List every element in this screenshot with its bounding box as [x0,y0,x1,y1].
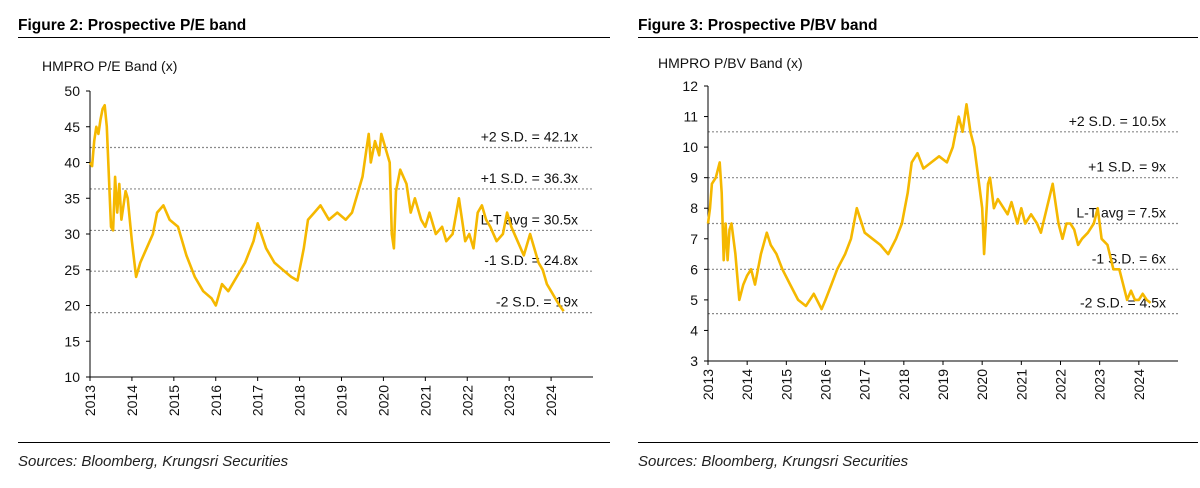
figure-3-panel: Figure 3: Prospective P/BV band HMPRO P/… [638,0,1198,488]
x-tick-label: 2015 [166,385,182,416]
y-tick-label: 15 [64,333,80,349]
series-line [706,103,1152,311]
pbv-band-chart: HMPRO P/BV Band (x) +2 S.D. = 10.5x +1 S.D… [658,55,1178,400]
figure-3-title: Figure 3: Prospective P/BV band [638,17,878,34]
x-tick-label: 2021 [417,385,433,416]
chart-label: HMPRO P/BV Band (x) [658,55,803,71]
band-label: L-T avg = 30.5x [481,211,578,227]
figure-2-panel: Figure 2: Prospective P/E band HMPRO P/E… [18,0,610,488]
x-tick-label: 2024 [543,385,559,416]
x-tick-label: 2014 [739,369,755,400]
band-label: -1 S.D. = 24.8x [484,252,578,268]
x-tick-label: 2014 [124,385,140,416]
band-label: -2 S.D. = 19x [496,294,578,310]
x-tick-label: 2016 [818,369,834,400]
figure-3-source: Sources: Bloomberg, Krungsri Securities [638,453,909,470]
x-tick-label: 2022 [459,385,475,416]
y-tick-label: 6 [690,261,698,277]
figure-2-bottom-rule [18,442,610,443]
x-tick-label: 2018 [896,369,912,400]
x-tick-label: 2013 [700,369,716,400]
band-label: -2 S.D. = 4.5x [1080,295,1166,311]
y-tick-label: 10 [682,139,698,155]
y-tick-label: 45 [64,119,80,135]
figure-2-source: Sources: Bloomberg, Krungsri Securities [18,453,289,470]
band-label: +1 S.D. = 9x [1088,159,1166,175]
band-label: +1 S.D. = 36.3x [481,170,578,186]
y-tick-label: 4 [690,322,698,338]
y-tick-label: 40 [64,155,80,171]
y-tick-label: 5 [690,292,698,308]
band-label: -1 S.D. = 6x [1092,250,1166,266]
x-tick-label: 2016 [208,385,224,416]
x-tick-label: 2019 [334,385,350,416]
y-tick-label: 7 [690,231,698,247]
x-tick-label: 2020 [974,369,990,400]
x-tick-label: 2022 [1053,369,1069,400]
y-tick-label: 35 [64,190,80,206]
y-tick-label: 8 [690,200,698,216]
y-tick-label: 25 [64,262,80,278]
x-tick-label: 2019 [935,369,951,400]
figure-2-title: Figure 2: Prospective P/E band [18,17,247,34]
figure-3-bottom-rule [638,442,1198,443]
x-tick-label: 2023 [501,385,517,416]
y-tick-label: 20 [64,298,80,314]
y-tick-label: 50 [64,83,80,99]
pe-band-chart: HMPRO P/E Band (x) +2 S.D. = 42.1x +1 S.D.… [42,58,593,416]
x-tick-label: 2024 [1131,369,1147,400]
y-tick-label: 12 [682,78,698,94]
figure-3-top-rule [638,37,1198,38]
x-tick-label: 2021 [1013,369,1029,400]
x-tick-label: 2023 [1092,369,1108,400]
y-tick-label: 10 [64,369,80,385]
chart-label: HMPRO P/E Band (x) [42,58,177,74]
band-label: +2 S.D. = 42.1x [481,128,578,144]
y-tick-label: 9 [690,170,698,186]
figure-2-top-rule [18,37,610,38]
y-tick-label: 11 [683,109,698,125]
x-tick-label: 2017 [857,369,873,400]
x-tick-label: 2017 [250,385,266,416]
x-tick-label: 2013 [82,385,98,416]
band-label: +2 S.D. = 10.5x [1069,113,1166,129]
band-label: L-T avg = 7.5x [1076,205,1166,221]
series-line [88,104,565,312]
x-tick-label: 2020 [375,385,391,416]
x-tick-label: 2018 [292,385,308,416]
y-tick-label: 30 [64,226,80,242]
x-tick-label: 2015 [778,369,794,400]
y-tick-label: 3 [690,353,698,369]
